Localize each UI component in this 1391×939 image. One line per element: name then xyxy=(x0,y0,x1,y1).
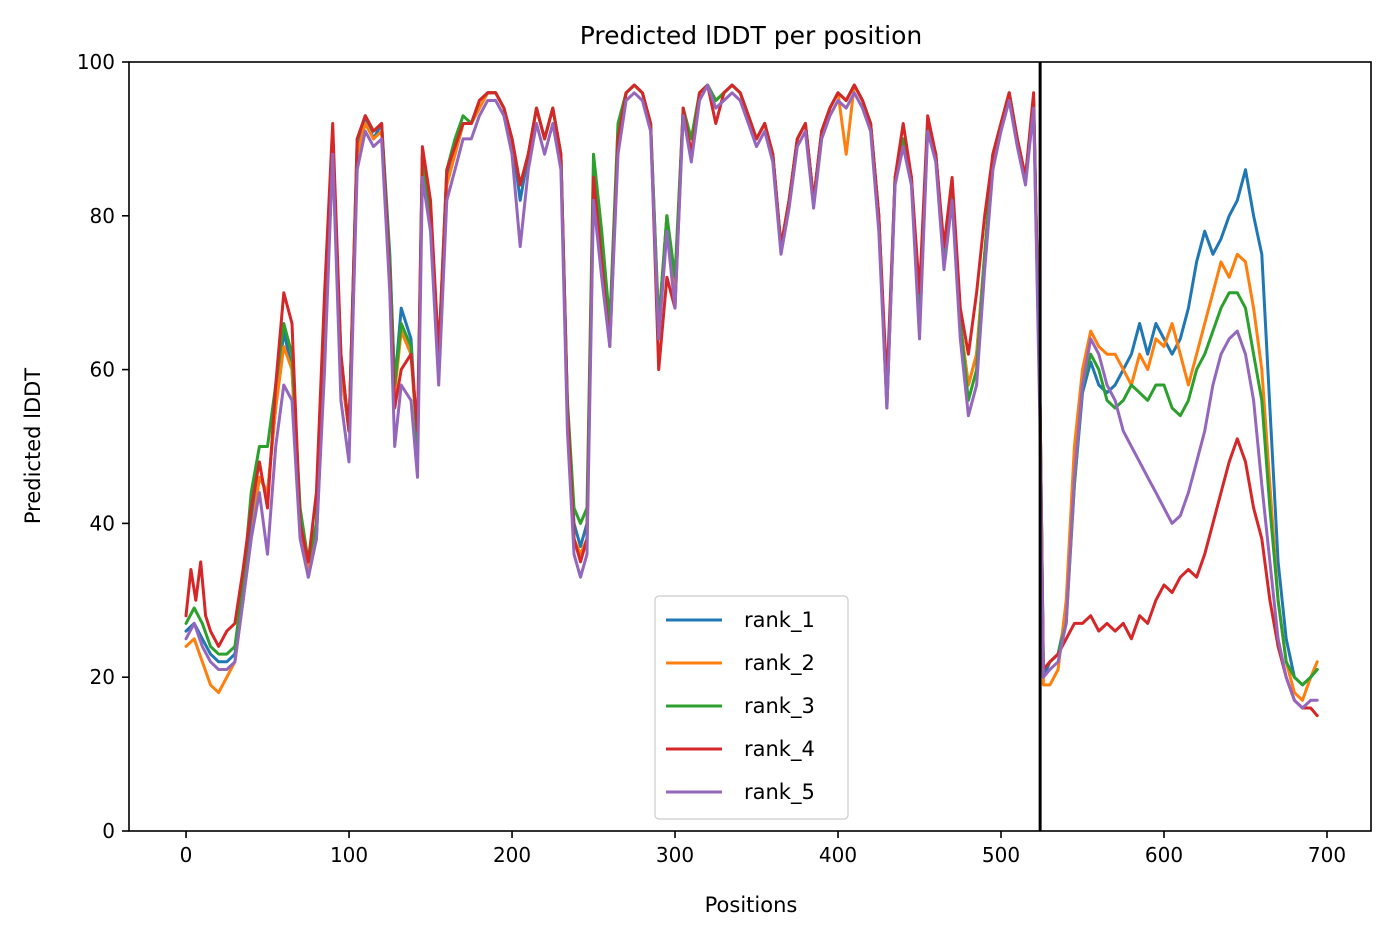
axes-layer: 0 100 200 300 400 500 600 700 0 20 40 60 80 100 xyxy=(77,50,1372,867)
series-group xyxy=(184,83,1319,718)
y-axis-title: Predicted lDDT xyxy=(21,368,45,524)
x-tick-label: 500 xyxy=(982,843,1020,867)
legend: rank_1 rank_2 rank_3 rank_4 rank_5 xyxy=(654,595,849,820)
y-tick-label: 80 xyxy=(90,204,115,228)
legend-frame xyxy=(654,595,849,820)
x-tick-label: 0 xyxy=(180,843,193,867)
chart-title: Predicted lDDT per position xyxy=(580,21,922,50)
legend-label-rank_4: rank_4 xyxy=(744,737,815,762)
y-tick-label: 20 xyxy=(90,665,115,689)
x-tick-label: 100 xyxy=(330,843,368,867)
y-tick-label: 100 xyxy=(77,50,115,74)
legend-label-rank_1: rank_1 xyxy=(744,608,815,633)
x-tick-label: 300 xyxy=(656,843,694,867)
x-tick-label: 400 xyxy=(819,843,857,867)
plot-frame xyxy=(128,61,1372,832)
x-tick-label: 700 xyxy=(1308,843,1346,867)
series-layer xyxy=(184,83,1319,718)
legend-label-rank_5: rank_5 xyxy=(744,780,815,805)
legend-label-rank_3: rank_3 xyxy=(744,694,815,719)
y-tick-label: 0 xyxy=(102,819,115,843)
x-tick-label: 200 xyxy=(493,843,531,867)
y-tick-label: 60 xyxy=(90,358,115,382)
series-line-rank_4 xyxy=(184,83,1319,718)
legend-label-rank_2: rank_2 xyxy=(744,651,815,676)
y-tick-label: 40 xyxy=(90,511,115,535)
x-axis-title: Positions xyxy=(705,893,798,917)
x-tick-label: 600 xyxy=(1145,843,1183,867)
series-line-rank_5 xyxy=(184,83,1319,710)
